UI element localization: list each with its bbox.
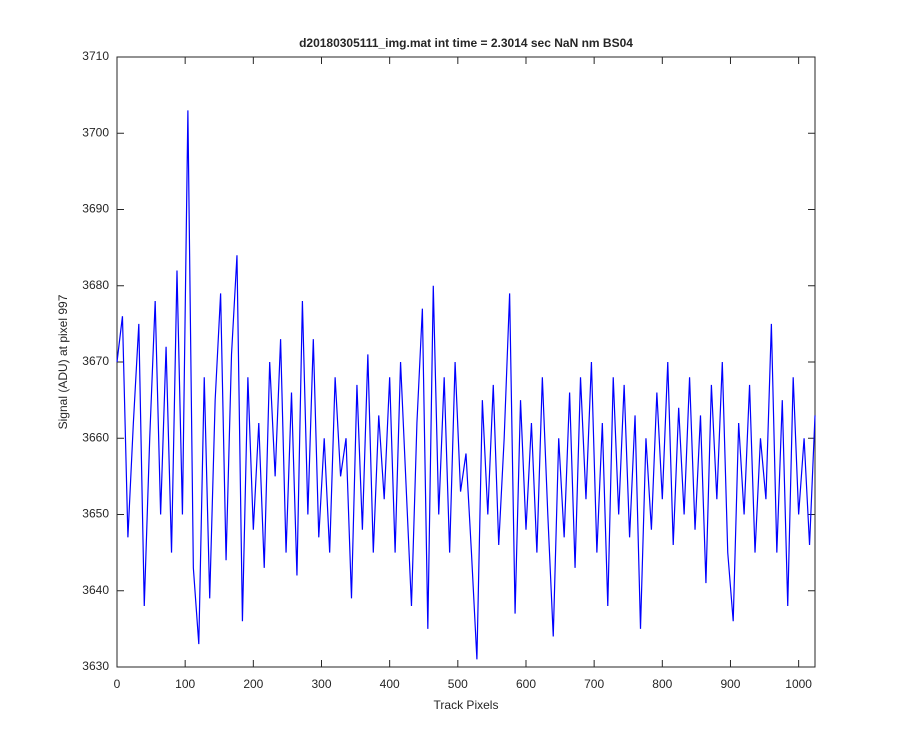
line-series xyxy=(116,110,816,660)
x-tick-label: 100 xyxy=(175,677,195,691)
x-tick-label: 300 xyxy=(311,677,331,691)
x-tick-label: 900 xyxy=(720,677,740,691)
y-tick-label: 3680 xyxy=(82,278,109,292)
plot-area xyxy=(116,56,816,668)
x-tick-label: 500 xyxy=(448,677,468,691)
y-axis-label: Signal (ADU) at pixel 997 xyxy=(56,294,70,429)
y-tick-label: 3670 xyxy=(82,354,109,368)
y-tick-label: 3660 xyxy=(82,430,109,444)
x-tick-label: 400 xyxy=(380,677,400,691)
y-tick-label: 3690 xyxy=(82,202,109,216)
x-tick-label: 200 xyxy=(243,677,263,691)
y-tick-label: 3700 xyxy=(82,125,109,139)
y-tick-label: 3630 xyxy=(82,659,109,673)
y-tick-label: 3650 xyxy=(82,507,109,521)
x-tick-label: 0 xyxy=(114,677,121,691)
x-tick-label: 700 xyxy=(584,677,604,691)
y-tick-label: 3710 xyxy=(82,49,109,63)
chart-title: d20180305111_img.mat int time = 2.3014 s… xyxy=(299,36,633,50)
x-tick-label: 600 xyxy=(516,677,536,691)
x-tick-label: 1000 xyxy=(785,677,812,691)
x-tick-label: 800 xyxy=(652,677,672,691)
y-tick-label: 3640 xyxy=(82,583,109,597)
x-axis-label: Track Pixels xyxy=(434,698,499,712)
